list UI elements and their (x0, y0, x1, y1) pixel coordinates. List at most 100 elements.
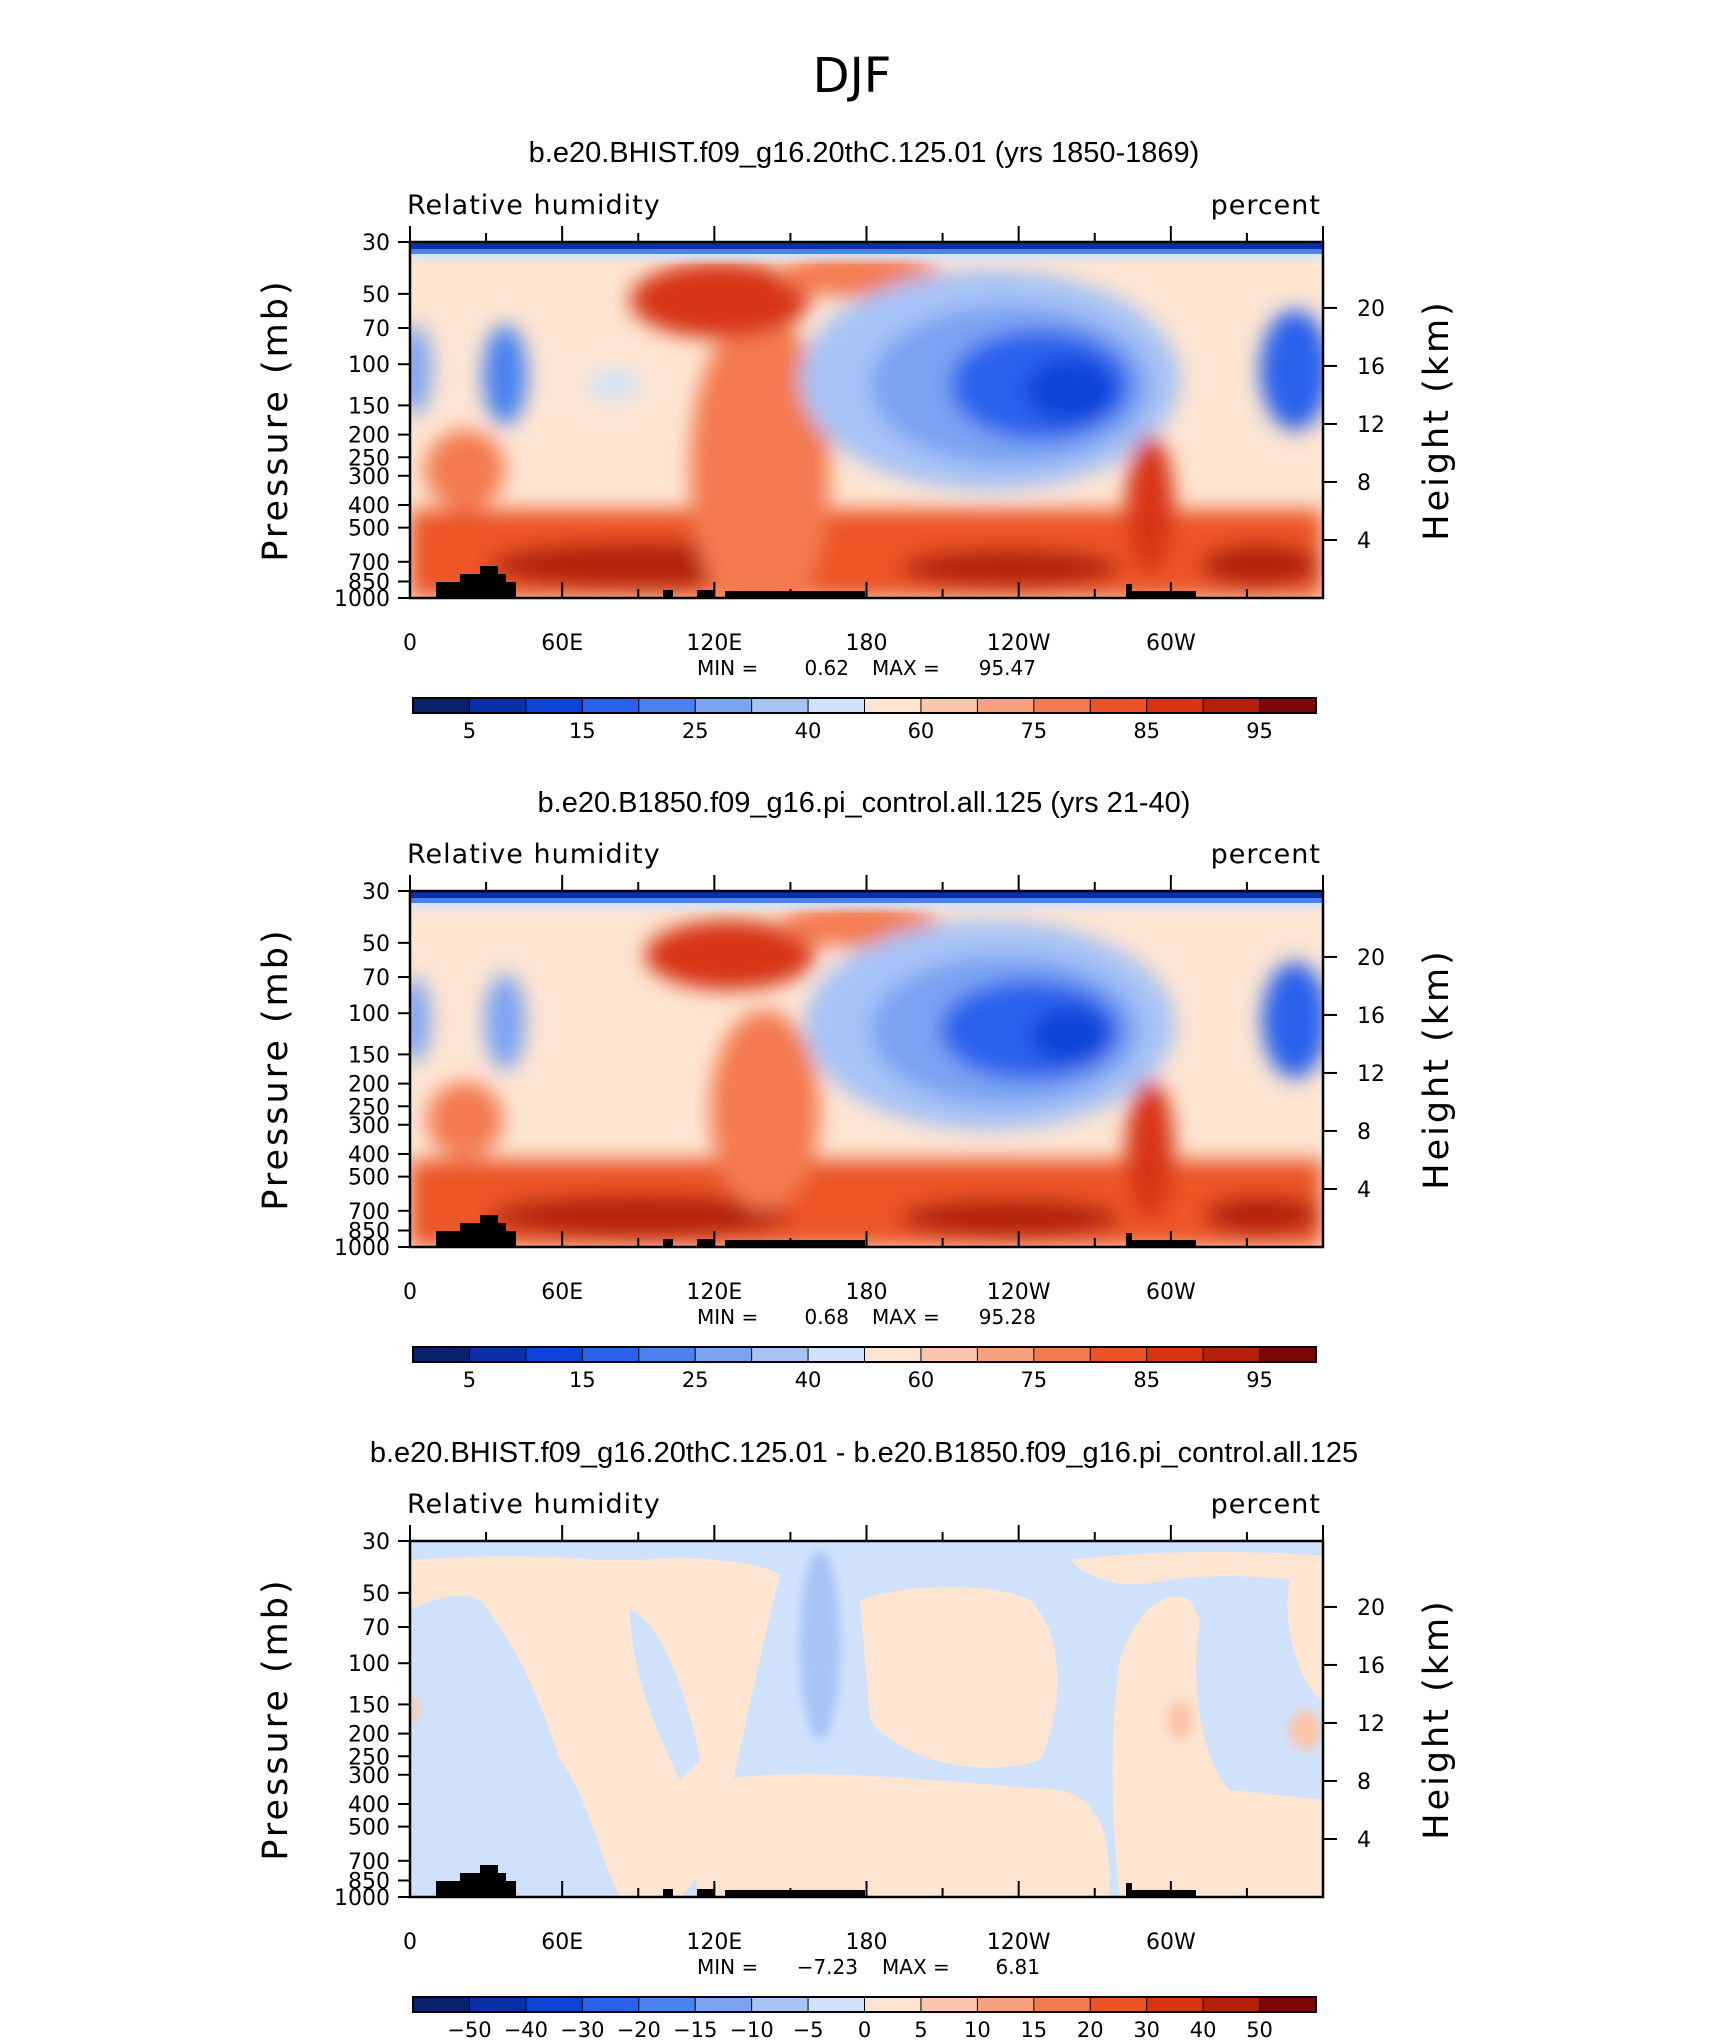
panel-title: b.e20.BHIST.f09_g16.20thC.125.01 (yrs 18… (529, 137, 1200, 169)
colorbar-tick-label: 40 (1190, 2018, 1217, 2038)
field-positive-region (630, 1610, 700, 1780)
y2-tick-label: 8 (1357, 1770, 1371, 1795)
y-tick-label: 300 (348, 1764, 390, 1789)
panel-title: b.e20.B1850.f09_g16.pi_control.all.125 (… (538, 787, 1191, 819)
contour-field (410, 891, 1323, 1247)
y2-tick-label: 16 (1357, 355, 1385, 380)
units-label: percent (1211, 839, 1321, 870)
colorbar-swatch (751, 697, 809, 714)
colorbar-tick-label: −15 (673, 2018, 717, 2038)
field-positive-patch (1289, 1710, 1321, 1750)
colorbar-tick-label: 50 (1246, 2018, 1273, 2038)
variable-label: Relative humidity (407, 1489, 661, 1520)
x-tick-label: 0 (403, 1280, 417, 1305)
field-dry-patch (1262, 962, 1323, 1078)
colorbar: 5 15 25 40 60 75 85 95 (412, 1346, 1317, 1392)
colorbar-tick-label: 25 (682, 1368, 709, 1392)
y-tick-label: 700 (348, 551, 390, 576)
y2-axis-label: Height (km) (1417, 948, 1457, 1190)
colorbar-tick-label: 75 (1020, 1368, 1047, 1392)
x-axis: 0 60E 120E 180 120W 60W (403, 226, 1324, 656)
field-top-dry (410, 242, 1323, 249)
y-tick-label: 300 (348, 465, 390, 490)
field-top-dry (410, 891, 1323, 898)
colorbar-tick-label: 5 (463, 719, 476, 743)
variable-label: Relative humidity (407, 839, 661, 870)
field-humid-plume (690, 310, 830, 598)
colorbar-swatch (1033, 697, 1092, 714)
colorbar-swatch (920, 1996, 979, 2013)
colorbar-swatch (1089, 1996, 1148, 2013)
colorbar: −50 −40 −30 −20 −15 −10 −5 0 5 10 15 20 30 40 50 (412, 1996, 1317, 2042)
x-tick-label: 120W (987, 631, 1051, 656)
y-tick-label: 250 (348, 446, 390, 471)
field-moist-core (490, 1194, 790, 1238)
field-moist-core (900, 1198, 1120, 1238)
colorbar-tick-label: 85 (1133, 719, 1160, 743)
colorbar-swatch (468, 1346, 527, 1363)
y-tick-label: 100 (348, 353, 390, 378)
y-tick-label: 150 (348, 1043, 390, 1068)
y-tick-label: 1000 (334, 587, 390, 612)
colorbar-swatch (468, 697, 527, 714)
field-dry-core (1025, 358, 1115, 422)
terrain (436, 1865, 1196, 1897)
y-tick-label: 200 (348, 1723, 390, 1748)
colorbar-swatch (1202, 1996, 1261, 2013)
min-value: 0.62 (804, 656, 849, 680)
max-label: MAX = (872, 656, 940, 680)
colorbar-frame (412, 1996, 1317, 2013)
field-positive-region (680, 1774, 1110, 1897)
x-axis: 0 60E 120E 180 120W 60W (403, 1525, 1324, 1955)
colorbar-swatch (412, 1346, 471, 1363)
colorbar-swatch (525, 1996, 584, 2013)
field-positive-patch (410, 1696, 419, 1724)
colorbar-tick-label: 15 (569, 1368, 596, 1392)
y-tick-label: 200 (348, 1073, 390, 1098)
colorbar-swatch (468, 1996, 527, 2013)
y-tick-label: 70 (362, 1616, 390, 1641)
colorbar-swatch (864, 1346, 922, 1363)
x-tick-label: 0 (403, 1930, 417, 1955)
y2-tick-label: 4 (1357, 529, 1371, 554)
terrain (436, 1215, 1196, 1247)
figure-title: DJF (813, 48, 892, 104)
field-moist-patch (425, 430, 505, 510)
colorbar-swatch (525, 697, 584, 714)
colorbar-tick-label: −50 (447, 2018, 491, 2038)
colorbar-tick-label: 40 (795, 1368, 822, 1392)
colorbar-tick-label: 95 (1246, 719, 1273, 743)
y2-axis-label: Height (km) (1417, 299, 1457, 541)
colorbar-swatch (1202, 697, 1261, 714)
y-tick-label: 850 (348, 571, 390, 596)
variable-label: Relative humidity (407, 190, 661, 221)
colorbar-swatch (807, 1996, 866, 2013)
y-tick-label: 1000 (334, 1236, 390, 1261)
field-moist-core (900, 548, 1120, 588)
colorbar-swatch (1259, 1996, 1317, 2013)
max-label: MAX = (882, 1955, 950, 1979)
x-tick-label: 120E (686, 631, 742, 656)
x-tick-label: 0 (403, 631, 417, 656)
field-dry-core (1030, 1007, 1110, 1063)
field-upper-moist (630, 262, 810, 338)
colorbar-swatch (638, 697, 697, 714)
colorbar-tick-label: 60 (908, 1368, 935, 1392)
field-negative-patch (800, 1550, 840, 1740)
y-tick-label: 100 (348, 1652, 390, 1677)
x-tick-label: 60W (1146, 631, 1196, 656)
y2-tick-label: 4 (1357, 1828, 1371, 1853)
colorbar-frame (412, 697, 1317, 714)
terrain (436, 566, 1196, 598)
colorbar-tick-label: 10 (964, 2018, 991, 2038)
colorbar-swatch (638, 1996, 697, 2013)
panel-difference: b.e20.BHIST.f09_g16.20thC.125.01 - b.e20… (256, 1437, 1457, 2042)
colorbar-tick-label: −5 (793, 2018, 824, 2038)
x-tick-label: 60E (541, 631, 583, 656)
colorbar-swatch (976, 697, 1035, 714)
field-dry-patch (410, 325, 431, 415)
colorbar-tick-label: 5 (463, 1368, 476, 1392)
x-tick-label: 60W (1146, 1280, 1196, 1305)
y-tick-label: 700 (348, 1200, 390, 1225)
panel-title: b.e20.BHIST.f09_g16.20thC.125.01 - b.e20… (370, 1437, 1358, 1469)
